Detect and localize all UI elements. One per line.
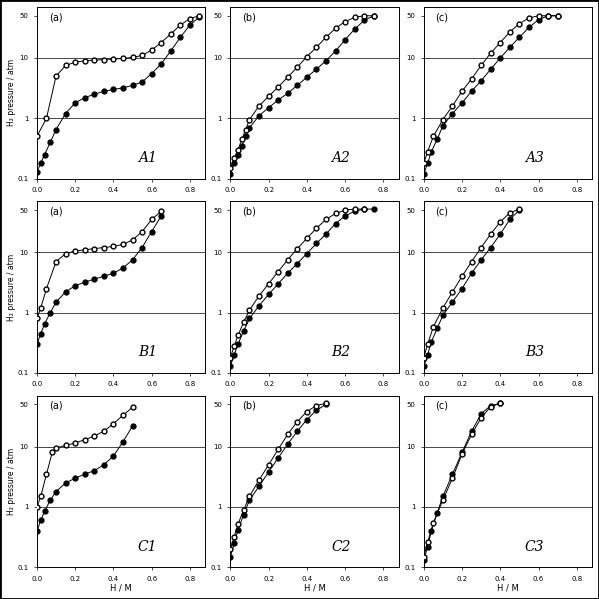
Text: C3: C3 (525, 540, 544, 553)
Text: (c): (c) (435, 207, 449, 216)
Text: (b): (b) (242, 207, 256, 216)
Text: (c): (c) (435, 12, 449, 22)
X-axis label: H / M: H / M (110, 583, 132, 592)
Text: B3: B3 (525, 345, 544, 359)
X-axis label: H / M: H / M (304, 583, 325, 592)
Text: A2: A2 (331, 151, 350, 165)
Text: B1: B1 (138, 345, 157, 359)
Y-axis label: H₂ pressure / atm: H₂ pressure / atm (7, 59, 16, 126)
Text: (a): (a) (49, 401, 62, 411)
Text: A3: A3 (525, 151, 544, 165)
Text: (a): (a) (49, 12, 62, 22)
Text: (b): (b) (242, 12, 256, 22)
Y-axis label: H₂ pressure / atm: H₂ pressure / atm (7, 448, 16, 515)
Text: (c): (c) (435, 401, 449, 411)
Text: C1: C1 (138, 540, 158, 553)
Text: (a): (a) (49, 207, 62, 216)
X-axis label: H / M: H / M (497, 583, 519, 592)
Text: B2: B2 (331, 345, 350, 359)
Text: A1: A1 (138, 151, 157, 165)
Text: (b): (b) (242, 401, 256, 411)
Text: C2: C2 (331, 540, 351, 553)
Y-axis label: H₂ pressure / atm: H₂ pressure / atm (7, 253, 16, 320)
